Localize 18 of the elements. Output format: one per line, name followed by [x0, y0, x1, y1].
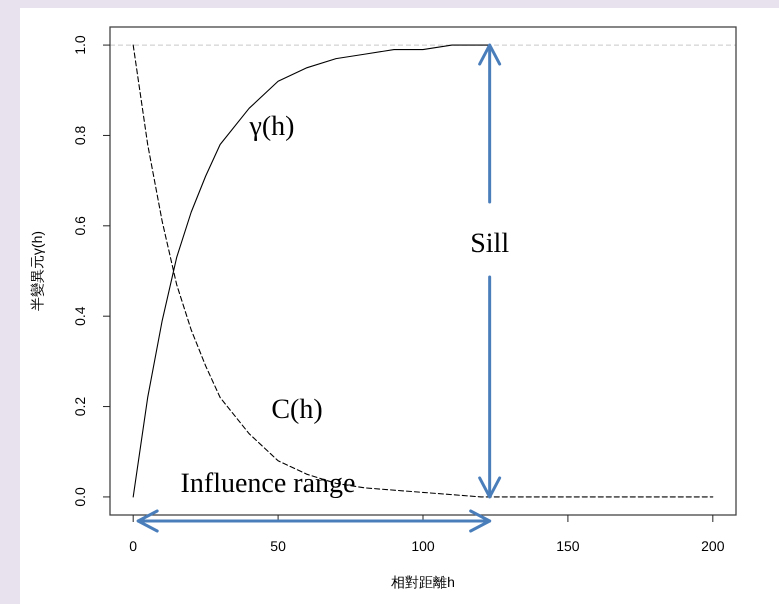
y-tick-label: 0.2: [72, 396, 88, 416]
y-tick-label: 0.4: [72, 306, 88, 326]
y-tick-label: 0.6: [72, 216, 88, 236]
x-axis-title: 相對距離h: [391, 574, 455, 590]
x-tick-label: 50: [270, 538, 286, 554]
y-tick-label: 1.0: [72, 35, 88, 55]
x-tick-label: 200: [701, 538, 725, 554]
y-tick-label: 0.0: [72, 486, 88, 507]
y-tick-label: 0.8: [72, 126, 88, 146]
annotation: Influence range: [180, 468, 356, 499]
line-series: [132, 44, 714, 498]
x-tick-label: 0: [129, 538, 138, 554]
y-axis-title: 半變異元γ(h): [29, 230, 45, 312]
series-label: γ(h): [248, 111, 295, 142]
x-tick-label: 100: [411, 538, 435, 554]
series-label: C(h): [271, 394, 323, 425]
annotation: Sill: [470, 228, 510, 259]
x-tick-label: 150: [556, 538, 580, 554]
